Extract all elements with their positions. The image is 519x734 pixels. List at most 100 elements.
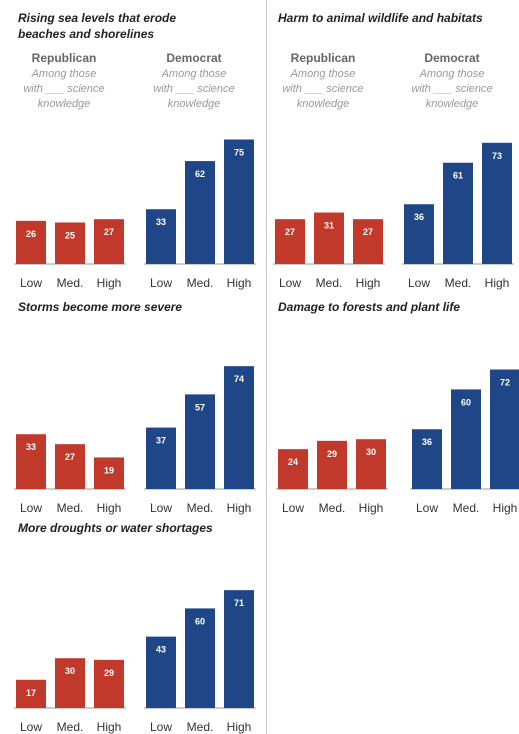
bar-value-label: 17: [26, 688, 36, 698]
series-note: Among those: [161, 68, 227, 80]
bar-value-label: 71: [234, 598, 244, 608]
category-label: High: [227, 501, 252, 515]
bar-republican-med: [55, 658, 85, 708]
bar-republican-med: [55, 444, 85, 489]
category-label: High: [485, 276, 510, 290]
series-name: Democrat: [424, 51, 479, 65]
series-note: knowledge: [297, 98, 350, 110]
bar-republican-high: [356, 439, 386, 489]
series-note: with ___ science: [282, 83, 363, 95]
bar-democrat-low: [146, 427, 176, 489]
category-label: Med.: [453, 501, 480, 515]
bar-value-label: 43: [156, 645, 166, 655]
bar-republican-high: [94, 457, 124, 489]
chart-title: Storms become more severe: [18, 300, 182, 314]
bar-value-label: 62: [195, 169, 205, 179]
bar-democrat-low: [404, 204, 434, 264]
bar-value-label: 29: [327, 449, 337, 459]
bar-value-label: 74: [234, 374, 244, 384]
bar-value-label: 30: [65, 666, 75, 676]
chart-title: More droughts or water shortages: [18, 521, 213, 535]
bar-value-label: 27: [104, 227, 114, 237]
category-label: Med.: [187, 276, 214, 290]
category-label: Med.: [316, 276, 343, 290]
category-label: High: [97, 276, 122, 290]
category-label: High: [356, 276, 381, 290]
bar-democrat-high: [224, 590, 254, 708]
bar-value-label: 29: [104, 668, 114, 678]
series-note: Among those: [290, 68, 356, 80]
bar-democrat-low: [146, 209, 176, 264]
category-label: High: [227, 276, 252, 290]
category-label: Low: [20, 501, 42, 515]
category-label: Low: [150, 501, 172, 515]
series-note: with ___ science: [411, 83, 492, 95]
series-note: Among those: [419, 68, 485, 80]
bar-value-label: 27: [65, 452, 75, 462]
category-label: Med.: [57, 720, 84, 734]
bar-value-label: 33: [26, 442, 36, 452]
bar-value-label: 36: [414, 212, 424, 222]
series-note: with ___ science: [23, 83, 104, 95]
bar-value-label: 24: [288, 457, 298, 467]
bar-value-label: 72: [500, 377, 510, 387]
bar-republican-low: [16, 220, 46, 264]
chart-panel-storms-become-more-severe: Storms become more severe 33 Low 27 Med. 19 Hi…: [14, 300, 256, 515]
category-label: Low: [408, 276, 430, 290]
series-name: Republican: [32, 51, 97, 65]
bar-democrat-high: [224, 366, 254, 489]
bar-democrat-low: [412, 429, 442, 489]
chart-panel-harm-to-animal-wildlife-and-habitats: Harm to animal wildlife and habitats Repu…: [273, 11, 514, 290]
bar-value-label: 31: [324, 221, 334, 231]
category-label: Low: [150, 720, 172, 734]
panel-divider: [266, 0, 267, 734]
category-label: Med.: [187, 720, 214, 734]
category-label: High: [359, 501, 384, 515]
category-label: Low: [20, 720, 42, 734]
bar-republican-low: [275, 219, 305, 264]
bar-democrat-med: [443, 162, 473, 264]
bar-value-label: 36: [422, 437, 432, 447]
bar-democrat-med: [185, 161, 215, 264]
bar-democrat-med: [185, 394, 215, 489]
category-label: Med.: [319, 501, 346, 515]
chart-title: Harm to animal wildlife and habitats: [278, 11, 483, 25]
series-note: Among those: [31, 68, 97, 80]
bar-democrat-high: [224, 139, 254, 264]
series-note: knowledge: [168, 98, 221, 110]
bar-value-label: 37: [156, 436, 166, 446]
bar-value-label: 33: [156, 217, 166, 227]
bar-republican-low: [16, 434, 46, 489]
chart-title: Damage to forests and plant life: [278, 300, 460, 314]
chart-title: Rising sea levels that erode: [18, 11, 176, 25]
bar-republican-med: [314, 212, 344, 264]
bar-republican-low: [278, 449, 308, 489]
category-label: High: [493, 501, 518, 515]
series-note: with ___ science: [153, 83, 234, 95]
category-label: Low: [279, 276, 301, 290]
bar-value-label: 19: [104, 465, 114, 475]
category-label: Med.: [445, 276, 472, 290]
category-label: Med.: [57, 276, 84, 290]
category-label: High: [97, 720, 122, 734]
series-name: Republican: [291, 51, 356, 65]
bar-value-label: 30: [366, 447, 376, 457]
chart-panel-damage-to-forests-and-plant-life: Damage to forests and plant life 24 Low 29 M…: [276, 300, 519, 515]
category-label: Med.: [57, 501, 84, 515]
bar-value-label: 57: [195, 402, 205, 412]
bar-value-label: 61: [453, 171, 463, 181]
category-label: Low: [150, 276, 172, 290]
category-label: Low: [416, 501, 438, 515]
chart-panel-rising-sea-levels-that-erode-beaches-and-shorelines: Rising sea levels that erode beaches and …: [14, 11, 256, 290]
category-label: High: [227, 720, 252, 734]
bar-democrat-med: [451, 389, 481, 489]
series-name: Democrat: [166, 51, 221, 65]
bar-value-label: 60: [461, 397, 471, 407]
bar-value-label: 26: [26, 229, 36, 239]
bar-republican-high: [353, 219, 383, 264]
category-label: Med.: [187, 501, 214, 515]
bar-democrat-high: [482, 142, 512, 264]
bar-republican-med: [55, 222, 85, 264]
bar-democrat-high: [490, 369, 519, 489]
